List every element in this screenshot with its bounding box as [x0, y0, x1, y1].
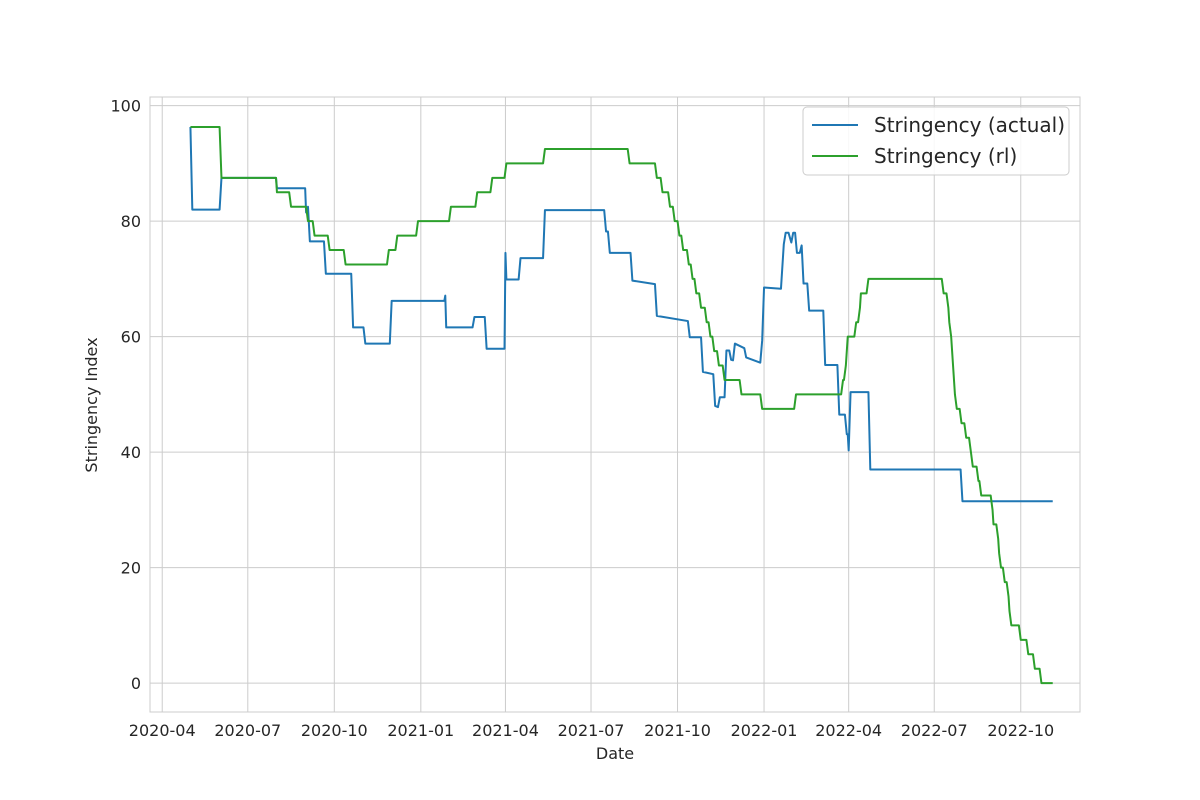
series-line-actual [189, 127, 1053, 503]
x-tick-label: 2021-01 [387, 721, 454, 740]
x-tick-labels: 2020-04 2020-07 2020-10 2021-01 2021-04 2021-… [129, 721, 1054, 740]
x-tick-label: 2021-10 [644, 721, 711, 740]
y-tick-label: 80 [121, 212, 141, 231]
y-tick-label: 0 [131, 674, 141, 693]
y-tick-label: 100 [110, 97, 141, 116]
y-tick-label: 60 [121, 328, 141, 347]
x-tick-label: 2020-07 [214, 721, 281, 740]
y-axis-label: Stringency Index [82, 337, 101, 472]
x-tick-label: 2021-07 [558, 721, 625, 740]
plot-frame [149, 96, 1081, 713]
legend: Stringency (actual) Stringency (rl) [802, 106, 1070, 176]
x-tick-label: 2022-04 [815, 721, 882, 740]
x-tick-label: 2022-10 [987, 721, 1054, 740]
series-layer [189, 126, 1053, 685]
plot-area [150, 97, 1080, 712]
legend-label: Stringency (rl) [874, 144, 1017, 168]
x-tick-label: 2022-07 [901, 721, 968, 740]
legend-frame [802, 106, 1070, 176]
y-tick-label: 20 [121, 559, 141, 578]
y-tick-label: 40 [121, 443, 141, 462]
legend-label: Stringency (actual) [874, 113, 1065, 137]
x-tick-label: 2020-04 [129, 721, 196, 740]
y-tick-labels: 0 20 40 60 80 100 [110, 97, 141, 693]
series-line-rl [190, 126, 1053, 685]
x-tick-label: 2021-04 [472, 721, 539, 740]
x-tick-label: 2020-10 [301, 721, 368, 740]
grid [150, 97, 1080, 712]
x-tick-label: 2022-01 [731, 721, 798, 740]
x-axis-label: Date [596, 744, 634, 763]
